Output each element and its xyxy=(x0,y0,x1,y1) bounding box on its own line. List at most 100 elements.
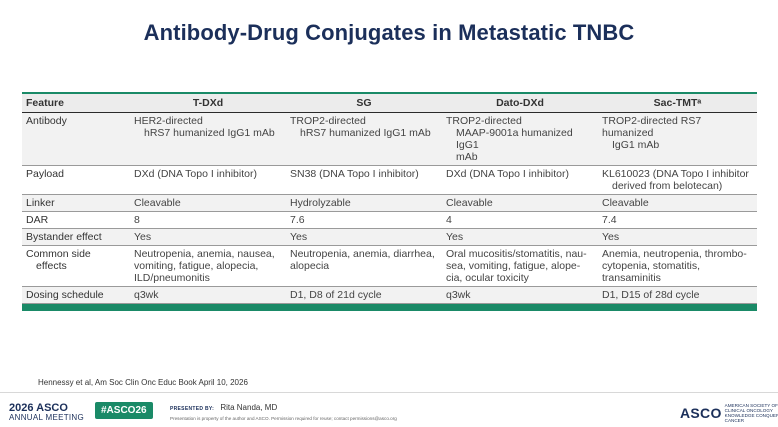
cell-sac-tmt: Yes xyxy=(598,228,757,246)
cell-line: 7.4 xyxy=(602,214,617,226)
cell-line: Cleavable xyxy=(134,197,181,209)
cell-line: Yes xyxy=(602,231,620,243)
cell-dato-dxd: Yes xyxy=(442,228,598,246)
row-feature-label: Linker xyxy=(22,194,130,212)
cell-line: ILD/pneumonitis xyxy=(134,272,210,284)
table-bottom-bar xyxy=(22,304,757,311)
presenter-line: PRESENTED BY: Rita Nanda, MD xyxy=(170,403,277,412)
cell-line: Neutropenia, anemia, diarrhea, xyxy=(290,248,435,260)
cell-line: Anemia, neutropenia, thrombo- xyxy=(602,248,747,260)
row-feature-label: Common side effects xyxy=(22,245,130,287)
cell-line: Yes xyxy=(446,231,464,243)
cell-line: alopecia xyxy=(290,260,330,272)
cell-line: hRS7 humanized IgG1 mAb xyxy=(144,127,275,139)
cell-dato-dxd: 4 xyxy=(442,211,598,229)
table-row: Bystander effect Yes Yes Yes Yes xyxy=(22,228,757,246)
cell-line: Yes xyxy=(134,231,152,243)
cell-line: TROP2-directed xyxy=(446,115,522,127)
row-feature-label: Bystander effect xyxy=(22,228,130,246)
cell-line: TROP2-directed RS7 humanized xyxy=(602,115,702,139)
cell-line: MAAP-9001a humanized IgG1 xyxy=(456,127,573,151)
cell-line: 4 xyxy=(446,214,452,226)
cell-sg: D1, D8 of 21d cycle xyxy=(286,286,442,304)
feature-line: Bystander effect xyxy=(26,231,102,243)
cell-dato-dxd: q3wk xyxy=(442,286,598,304)
copyright-notice: Presentation is property of the author a… xyxy=(170,416,397,421)
cell-line: 7.6 xyxy=(290,214,305,226)
cell-line: derived from belotecan) xyxy=(612,180,723,192)
cell-sg: Neutropenia, anemia, diarrhea, alopecia xyxy=(286,245,442,287)
cell-line: q3wk xyxy=(446,289,471,301)
cell-t-dxd: HER2-directed hRS7 humanized IgG1 mAb xyxy=(130,112,286,166)
meeting-name: ANNUAL MEETING xyxy=(9,413,85,422)
cell-t-dxd: Neutropenia, anemia, nausea, vomiting, fa… xyxy=(130,245,286,287)
feature-line: Antibody xyxy=(26,115,67,127)
cell-line: Yes xyxy=(290,231,308,243)
cell-line: KL610023 (DNA Topo I inhibitor xyxy=(602,168,749,180)
asco-tagline-2: KNOWLEDGE CONQUERS CANCER xyxy=(724,413,778,423)
header-sac-tmt: Sac-TMTᵃ xyxy=(598,92,757,113)
cell-line: Hydrolyzable xyxy=(290,197,351,209)
cell-t-dxd: DXd (DNA Topo I inhibitor) xyxy=(130,165,286,195)
cell-sac-tmt: 7.4 xyxy=(598,211,757,229)
cell-sg: 7.6 xyxy=(286,211,442,229)
header-feature: Feature xyxy=(22,92,130,113)
table-row: Payload DXd (DNA Topo I inhibitor) SN38 (D… xyxy=(22,165,757,195)
row-feature-label: Dosing schedule xyxy=(22,286,130,304)
cell-line: vomiting, fatigue, alopecia, xyxy=(134,260,259,272)
cell-t-dxd: Cleavable xyxy=(130,194,286,212)
cell-sac-tmt: Anemia, neutropenia, thrombo-cytopenia, … xyxy=(598,245,757,287)
feature-line: Payload xyxy=(26,168,64,180)
header-t-dxd: T-DXd xyxy=(130,92,286,113)
cell-sac-tmt: Cleavable xyxy=(598,194,757,212)
cell-sg: SN38 (DNA Topo I inhibitor) xyxy=(286,165,442,195)
adc-comparison-table: Feature T-DXd SG Dato-DXd Sac-TMTᵃ Antib… xyxy=(22,92,757,311)
row-feature-label: Payload xyxy=(22,165,130,195)
cell-dato-dxd: DXd (DNA Topo I inhibitor) xyxy=(442,165,598,195)
citation: Hennessy et al, Am Soc Clin Onc Educ Boo… xyxy=(38,378,248,387)
cell-dato-dxd: TROP2-directed MAAP-9001a humanized IgG1 m… xyxy=(442,112,598,166)
asco-logo-word: ASCO xyxy=(680,405,722,421)
cell-line: Oral mucositis/stomatitis, nau- xyxy=(446,248,587,260)
cell-sac-tmt: D1, D15 of 28d cycle xyxy=(598,286,757,304)
cell-line: hRS7 humanized IgG1 mAb xyxy=(300,127,431,139)
table-row: Dosing schedule q3wk D1, D8 of 21d cycle q3… xyxy=(22,286,757,304)
asco-tagline-1: AMERICAN SOCIETY OF CLINICAL ONCOLOGY xyxy=(724,403,778,413)
cell-line: TROP2-directed xyxy=(290,115,366,127)
presenter-name: Rita Nanda, MD xyxy=(220,403,278,412)
cell-line: D1, D15 of 28d cycle xyxy=(602,289,700,301)
feature-line: Common side xyxy=(26,248,91,260)
cell-dato-dxd: Oral mucositis/stomatitis, nau-sea, vomi… xyxy=(442,245,598,287)
header-dato-dxd: Dato-DXd xyxy=(442,92,598,113)
table-header-row: Feature T-DXd SG Dato-DXd Sac-TMTᵃ xyxy=(22,92,757,113)
cell-sac-tmt: TROP2-directed RS7 humanized IgG1 mAb xyxy=(598,112,757,166)
cell-dato-dxd: Cleavable xyxy=(442,194,598,212)
cell-line: Neutropenia, anemia, nausea, xyxy=(134,248,275,260)
cell-sg: TROP2-directed hRS7 humanized IgG1 mAb xyxy=(286,112,442,166)
cell-line: cytopenia, stomatitis, xyxy=(602,260,701,272)
cell-line: DXd (DNA Topo I inhibitor) xyxy=(134,168,257,180)
cell-line: cia, ocular toxicity xyxy=(446,272,529,284)
cell-sg: Yes xyxy=(286,228,442,246)
asco-logo: ASCO AMERICAN SOCIETY OF CLINICAL ONCOLO… xyxy=(680,403,778,423)
table-row: DAR 8 7.6 4 7.4 xyxy=(22,211,757,229)
cell-line: SN38 (DNA Topo I inhibitor) xyxy=(290,168,419,180)
cell-sac-tmt: KL610023 (DNA Topo I inhibitor derived fr… xyxy=(598,165,757,195)
table-row: Antibody HER2-directed hRS7 humanized IgG1… xyxy=(22,112,757,166)
asco-logo-tagline: AMERICAN SOCIETY OF CLINICAL ONCOLOGY KN… xyxy=(725,403,778,423)
table-row: Common side effects Neutropenia, anemia, n… xyxy=(22,245,757,287)
feature-line: Linker xyxy=(26,197,55,209)
cell-t-dxd: Yes xyxy=(130,228,286,246)
feature-line: effects xyxy=(36,260,67,272)
cell-t-dxd: 8 xyxy=(130,211,286,229)
cell-line: Cleavable xyxy=(446,197,493,209)
cell-line: Cleavable xyxy=(602,197,649,209)
cell-line: DXd (DNA Topo I inhibitor) xyxy=(446,168,569,180)
header-sg: SG xyxy=(286,92,442,113)
cell-line: D1, D8 of 21d cycle xyxy=(290,289,382,301)
hashtag-badge: #ASCO26 xyxy=(95,402,153,419)
cell-line: q3wk xyxy=(134,289,159,301)
cell-line: HER2-directed xyxy=(134,115,203,127)
meeting-year: 2026 ASCO xyxy=(9,402,68,414)
cell-line: 8 xyxy=(134,214,140,226)
